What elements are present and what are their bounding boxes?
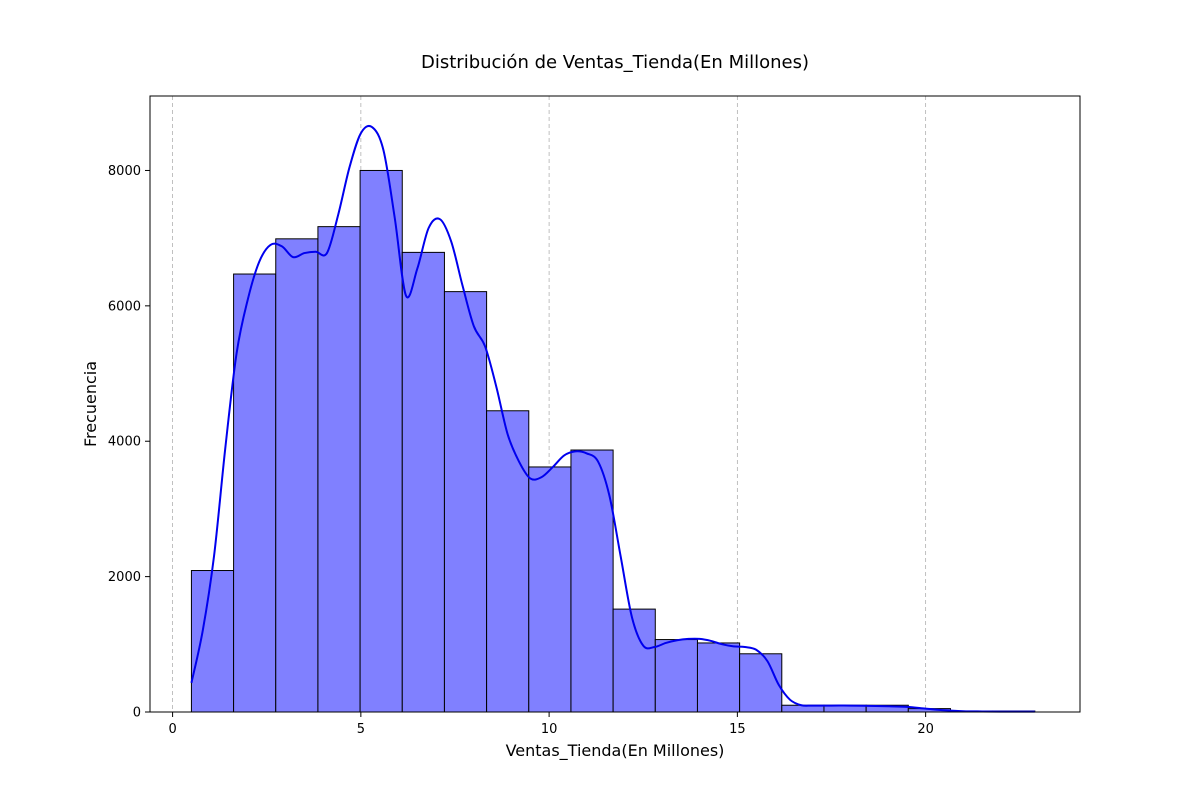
x-tick-label: 15	[729, 722, 746, 737]
histogram-bar	[317, 226, 361, 713]
x-tick-label: 5	[357, 722, 365, 737]
x-axis-ticks: 0 5 10 15 20	[168, 712, 934, 737]
histogram-bar	[275, 238, 319, 713]
x-axis-label: Ventas_Tienda(En Millones)	[506, 741, 725, 761]
chart-title: Distribución de Ventas_Tienda(En Millone…	[421, 52, 809, 73]
histogram-bar	[486, 410, 530, 713]
y-tick-label: 6000	[108, 299, 141, 314]
y-axis-ticks: 0 2000 4000 6000 8000	[108, 164, 150, 721]
histogram-bar	[190, 570, 235, 713]
y-tick-label: 0	[133, 706, 141, 721]
y-tick-label: 8000	[108, 164, 141, 179]
histogram-bar	[528, 466, 572, 713]
histogram-bar	[696, 642, 741, 713]
plot-frame	[149, 95, 1081, 713]
histogram-bar	[401, 251, 445, 713]
kde-curve	[190, 124, 1035, 713]
histogram-bar	[570, 449, 614, 713]
x-tick-label: 0	[168, 722, 176, 737]
histogram-bar	[654, 639, 698, 713]
histogram-bar	[233, 273, 277, 713]
histogram-bar	[359, 169, 403, 713]
y-axis-label: Frecuencia	[81, 361, 100, 447]
x-tick-label: 20	[917, 722, 934, 737]
y-tick-label: 4000	[108, 435, 141, 450]
histogram-bar	[443, 291, 488, 713]
y-tick-label: 2000	[108, 570, 141, 585]
histogram-bars	[190, 169, 1036, 713]
histogram-bar	[739, 653, 783, 713]
x-tick-label: 10	[541, 722, 558, 737]
